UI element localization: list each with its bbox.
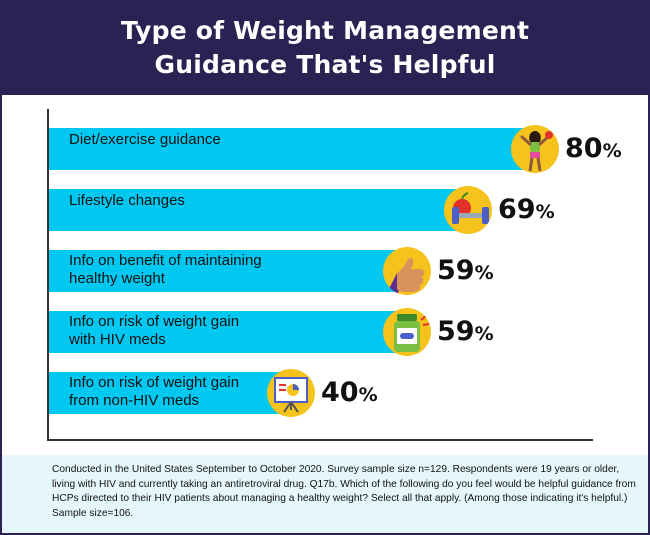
bar-label-line: Info on benefit of maintaining	[69, 252, 262, 269]
title-line-2: Guidance That's Helpful	[154, 50, 496, 79]
bar-label: Lifestyle changes	[69, 192, 185, 210]
data-label: 40%	[321, 378, 378, 410]
bar-chart: Diet/exercise guidance 80% Lifestyle chang…	[2, 95, 648, 455]
data-label: 59%	[437, 256, 494, 288]
footnote-text: Conducted in the United States September…	[52, 464, 636, 519]
bar-label: Info on benefit of maintaining healthy we…	[69, 252, 262, 288]
data-label-unit: %	[474, 262, 494, 284]
footnote-panel: Conducted in the United States September…	[2, 455, 648, 533]
bar-label-line: from non-HIV meds	[69, 392, 200, 409]
bar-label-line: Info on risk of weight gain	[69, 374, 240, 391]
thumbs-up-icon	[383, 247, 431, 295]
bar-label: Info on risk of weight gain with HIV meds	[69, 313, 239, 349]
data-label-unit: %	[535, 201, 555, 223]
bar-label-line: healthy weight	[69, 270, 165, 287]
bar	[49, 372, 293, 414]
presentation-board-icon	[267, 369, 315, 417]
x-axis-line	[47, 439, 593, 441]
woman-exercise-icon	[511, 125, 559, 173]
bar-label-line: Diet/exercise guidance	[69, 131, 221, 148]
data-label-number: 59	[437, 316, 475, 347]
dumbbell-apple-icon	[444, 186, 492, 234]
bar-label: Diet/exercise guidance	[69, 131, 221, 149]
data-label: 59%	[437, 317, 494, 349]
medicine-bottle-icon	[383, 308, 431, 356]
data-label-number: 69	[498, 194, 536, 225]
bar-label-line: Info on risk of weight gain	[69, 313, 240, 330]
bar	[49, 250, 409, 292]
y-axis-line	[47, 109, 49, 441]
header-banner: Type of Weight Management Guidance That'…	[2, 2, 648, 95]
data-label-number: 40	[321, 377, 359, 408]
bar	[49, 128, 537, 170]
bar-label: Info on risk of weight gain from non-HIV …	[69, 374, 239, 410]
bar	[49, 189, 470, 231]
data-label-number: 59	[437, 255, 475, 286]
data-label: 69%	[498, 195, 555, 227]
title-line-1: Type of Weight Management	[120, 16, 530, 45]
data-label-unit: %	[358, 384, 378, 406]
data-label-unit: %	[602, 140, 622, 162]
data-label-number: 80	[565, 133, 603, 164]
bar	[49, 311, 409, 353]
bar-label-line: Lifestyle changes	[69, 192, 185, 209]
data-label: 80%	[565, 134, 622, 166]
data-label-unit: %	[474, 323, 494, 345]
bar-label-line: with HIV meds	[69, 331, 166, 348]
